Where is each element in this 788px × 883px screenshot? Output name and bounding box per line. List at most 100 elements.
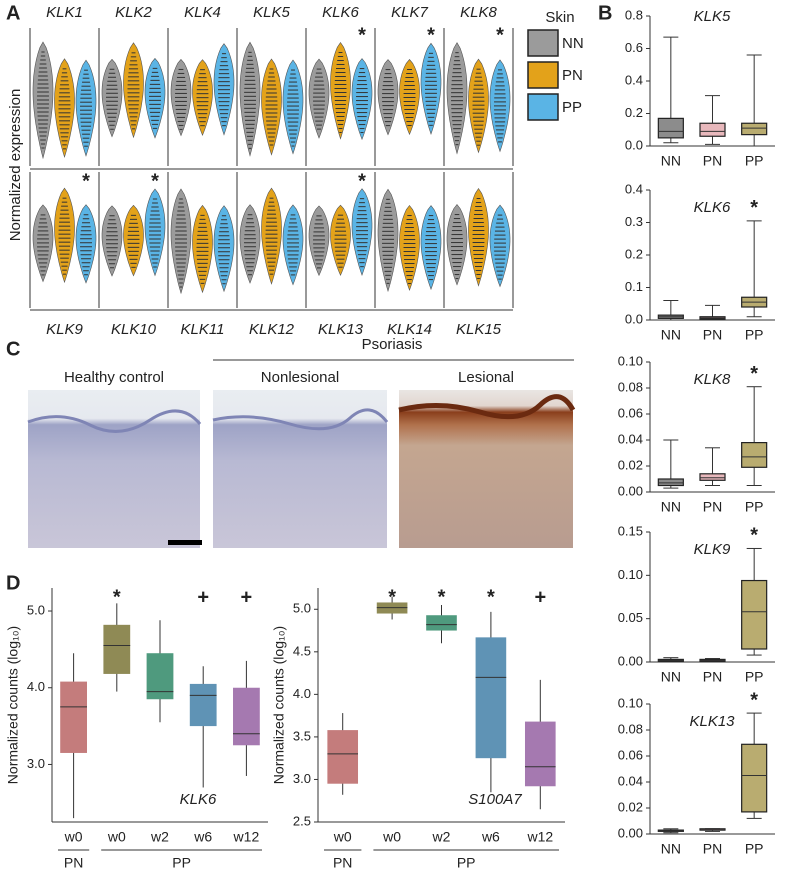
y-tick-label: 0.3 — [625, 214, 643, 229]
group-label: PP — [457, 855, 476, 871]
y-axis-label: Normalized expression — [7, 89, 24, 242]
violin — [101, 205, 123, 277]
x-tick-label: NN — [661, 499, 681, 515]
x-tick-label: w6 — [193, 829, 212, 845]
y-tick-label: 0.1 — [625, 279, 643, 294]
x-tick-label: PP — [745, 669, 764, 685]
x-tick-label: PP — [745, 841, 764, 857]
epidermis — [27, 409, 202, 433]
y-tick-label: 0.2 — [625, 105, 643, 120]
image-label: Nonlesional — [261, 369, 339, 386]
x-tick-label: PN — [703, 841, 722, 857]
legend-swatch — [527, 93, 559, 121]
y-tick-label: 4.0 — [27, 679, 45, 694]
chart-title: KLK5 — [694, 8, 731, 25]
violin — [261, 187, 282, 285]
chart-title: KLK9 — [694, 541, 731, 558]
y-tick-label: 0.10 — [618, 695, 643, 710]
group-label: PP — [172, 855, 191, 871]
y-axis-label: Normalized counts (log₁₀) — [271, 626, 287, 784]
x-tick-label: PP — [745, 499, 764, 515]
violin — [239, 204, 261, 284]
gene-label: KLK14 — [387, 321, 432, 338]
gene-label: KLK11 — [181, 321, 225, 338]
y-tick-label: 0.8 — [625, 7, 643, 22]
epidermis — [398, 394, 576, 420]
y-tick-label: 0.10 — [618, 567, 643, 582]
y-tick-label: 0.2 — [625, 246, 643, 261]
y-tick-label: 4.5 — [293, 643, 311, 658]
violin — [351, 188, 373, 277]
epidermis — [212, 408, 389, 431]
x-tick-label: NN — [661, 669, 681, 685]
gene-label: KLK1 — [46, 4, 83, 21]
image-label: Lesional — [458, 369, 514, 386]
panel-label: C — [6, 338, 20, 360]
violin — [282, 59, 304, 155]
box — [657, 117, 684, 139]
y-tick-label: 0.15 — [618, 523, 643, 538]
significance: * — [750, 197, 758, 219]
x-tick-label: w2 — [150, 829, 169, 845]
significance: * — [750, 525, 758, 547]
chart-title: KLK13 — [689, 713, 735, 730]
significance: * — [388, 586, 396, 608]
significance: * — [113, 586, 121, 608]
violin — [489, 204, 511, 288]
significance: * — [750, 363, 758, 385]
x-tick-label: w6 — [481, 829, 500, 845]
box — [741, 579, 768, 650]
scale-bar — [168, 540, 202, 545]
group-label: PN — [64, 855, 83, 871]
violin — [54, 58, 75, 159]
box — [741, 122, 768, 136]
significance: * — [151, 170, 159, 192]
chart-title: KLK6 — [694, 199, 731, 216]
violin — [261, 58, 282, 156]
violin — [282, 204, 304, 286]
y-tick-label: 4.0 — [293, 686, 311, 701]
violin — [399, 59, 420, 136]
violin — [213, 205, 235, 293]
significance: + — [534, 586, 546, 608]
gene-label: S100A7 — [468, 791, 522, 808]
box — [699, 122, 726, 137]
violin — [308, 205, 330, 277]
y-axis-label: Normalized counts (log₁₀) — [5, 626, 21, 784]
gene-label: KLK6 — [322, 4, 359, 21]
box — [233, 687, 260, 746]
y-tick-label: 0.08 — [618, 721, 643, 736]
gene-label: KLK4 — [184, 4, 221, 21]
violin — [54, 187, 75, 284]
image-label: Healthy control — [64, 369, 164, 386]
y-tick-label: 0.02 — [618, 457, 643, 472]
box — [327, 730, 359, 784]
x-tick-label: w12 — [526, 829, 553, 845]
gene-label: KLK12 — [249, 321, 295, 338]
significance: + — [241, 586, 253, 608]
violin — [170, 188, 192, 295]
violin — [144, 188, 166, 277]
violin — [330, 41, 351, 140]
y-tick-label: 3.0 — [293, 771, 311, 786]
violin — [420, 42, 442, 135]
y-tick-label: 3.0 — [27, 756, 45, 771]
y-tick-label: 0.00 — [618, 653, 643, 668]
gene-label: KLK7 — [391, 4, 428, 21]
y-tick-label: 0.10 — [618, 353, 643, 368]
violin — [468, 187, 489, 287]
gene-label: KLK8 — [460, 4, 497, 21]
box — [475, 637, 507, 759]
group-label: Psoriasis — [362, 336, 423, 353]
gene-label: KLK10 — [111, 321, 157, 338]
x-tick-label: PN — [703, 327, 722, 343]
violin — [330, 204, 351, 277]
group-label: PN — [333, 855, 352, 871]
y-tick-label: 0.05 — [618, 610, 643, 625]
significance: * — [427, 24, 435, 46]
gene-label: KLK13 — [318, 321, 364, 338]
x-tick-label: w0 — [382, 829, 401, 845]
violin — [446, 42, 468, 155]
gene-label: KLK6 — [180, 791, 217, 808]
legend-label: PN — [562, 67, 583, 84]
